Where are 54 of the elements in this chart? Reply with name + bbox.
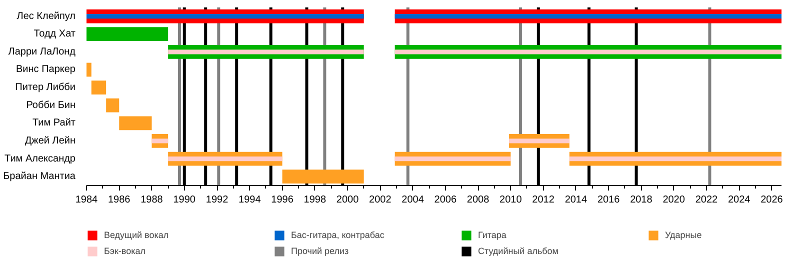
bar	[86, 27, 168, 42]
y-tick-label: Тодд Хат	[34, 28, 76, 40]
bar	[86, 14, 364, 19]
legend-label: Бас-гитара, контрабас	[291, 229, 386, 241]
x-tick-label: 2006	[434, 194, 457, 206]
x-tick-label: 2026	[760, 194, 784, 206]
x-tick-label: 2020	[662, 194, 686, 206]
bar	[282, 170, 364, 184]
y-tick-label: Джей Лейн	[24, 135, 76, 146]
x-tick-label: 1998	[304, 194, 326, 206]
y-tick-label: Брайан Мантиа	[3, 171, 76, 182]
y-tick-label: Лес Клейпул	[16, 10, 76, 22]
bar	[106, 98, 120, 112]
x-tick-label: 2008	[466, 194, 490, 206]
legend-label: Прочий релиз	[291, 245, 350, 257]
x-tick-label: 1994	[238, 194, 262, 206]
y-tick-label: Тим Райт	[32, 118, 76, 129]
legend-label: Студийный альбом	[478, 245, 560, 257]
x-tick-label: 2024	[728, 194, 751, 206]
y-tick-label: Ларри ЛаЛонд	[8, 46, 76, 58]
x-tick-label: 2004	[402, 194, 424, 206]
bar	[394, 156, 511, 162]
bar	[152, 138, 168, 144]
x-tick-label: 2012	[532, 194, 555, 206]
bar	[168, 50, 364, 54]
bar	[509, 138, 570, 144]
legend-label: Ударные	[665, 229, 703, 241]
bar	[91, 80, 106, 94]
y-tick-label: Винс Паркер	[16, 64, 76, 76]
bar	[86, 62, 92, 77]
x-tick-label: 2018	[630, 194, 653, 206]
x-tick-label: 1988	[140, 194, 164, 206]
y-tick-label: Питер Либби	[15, 82, 76, 94]
legend-label: Ведущий вокал	[104, 229, 170, 241]
x-tick-label: 2016	[597, 194, 620, 206]
bar	[119, 116, 152, 130]
y-tick-label: Робби Бин	[26, 100, 76, 111]
x-tick-label: 2014	[564, 194, 588, 206]
x-tick-label: 2000	[336, 194, 360, 206]
legend-label: Гитара	[478, 229, 508, 241]
x-tick-label: 1996	[271, 194, 294, 206]
y-tick-label: Тим Александр	[4, 153, 76, 164]
x-tick-label: 1992	[206, 194, 229, 206]
bar	[394, 14, 782, 19]
x-tick-label: 1984	[75, 194, 98, 206]
bar	[394, 50, 782, 54]
bar	[168, 156, 282, 162]
bar	[569, 156, 782, 162]
x-tick-label: 2010	[500, 194, 522, 206]
x-tick-label: 1986	[108, 194, 131, 206]
x-tick-label: 1990	[173, 194, 196, 206]
x-tick-label: 2022	[695, 194, 718, 206]
x-tick-label: 2002	[369, 194, 392, 206]
legend-label: Бэк-вокал	[104, 245, 147, 257]
